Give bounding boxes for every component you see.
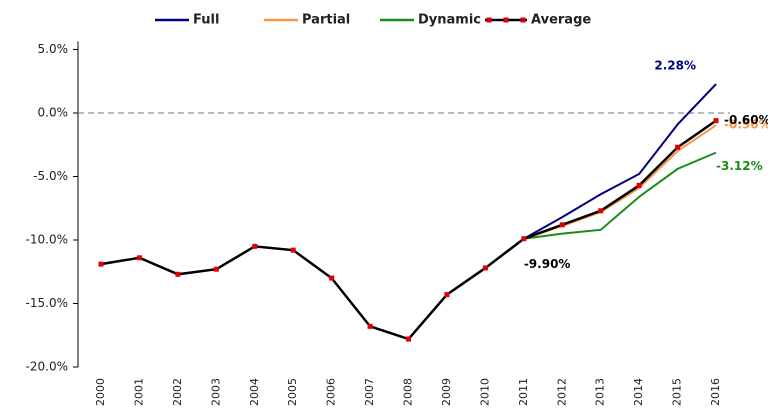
marker (175, 271, 181, 277)
marker (252, 243, 258, 249)
x-tick-label: 2012 (555, 378, 568, 406)
marker (136, 255, 142, 261)
x-tick-label: 2010 (478, 378, 491, 406)
y-tick-label: 0.0% (38, 106, 69, 120)
y-tick-label: -15.0% (26, 296, 68, 310)
x-tick-label: 2009 (440, 378, 453, 406)
marker (598, 208, 604, 214)
x-tick-label: 2003 (209, 378, 222, 406)
x-tick-label: 2006 (325, 378, 338, 406)
marker (444, 292, 450, 298)
y-tick-label: -5.0% (33, 169, 68, 183)
x-tick-label: 2005 (286, 378, 299, 406)
value-label: -0.60% (724, 113, 768, 127)
series-line (523, 83, 717, 240)
marker (329, 275, 335, 281)
value-label: 2.28% (654, 59, 696, 73)
series-line (100, 119, 717, 341)
x-tick-label: 2000 (94, 378, 107, 406)
value-label: -3.12% (716, 159, 763, 173)
legend-label: Partial (302, 13, 350, 28)
marker (482, 265, 488, 271)
y-tick-label: -10.0% (26, 233, 68, 247)
marker (213, 266, 219, 272)
value-label: -9.90% (524, 257, 571, 271)
y-tick-label: 5.0% (38, 42, 69, 56)
series-line (523, 151, 717, 240)
marker (636, 182, 642, 188)
x-tick-label: 2014 (632, 378, 645, 406)
legend-marker (520, 17, 526, 23)
value-label: -0.96% (724, 118, 768, 132)
x-tick-label: 2001 (132, 378, 145, 406)
y-tick-label: -20.0% (26, 360, 68, 374)
x-tick-label: 2013 (594, 378, 607, 406)
marker (98, 261, 104, 267)
marker (675, 144, 681, 150)
legend-marker (503, 17, 509, 23)
marker (559, 222, 565, 228)
x-tick-label: 2004 (248, 378, 261, 406)
x-tick-label: 2008 (402, 378, 415, 406)
marker (521, 236, 527, 242)
marker (406, 336, 412, 342)
marker (713, 118, 719, 124)
x-tick-label: 2016 (709, 378, 722, 406)
legend-label: Dynamic (418, 13, 481, 28)
x-tick-label: 2007 (363, 378, 376, 406)
x-tick-label: 2011 (517, 378, 530, 406)
legend-label: Average (531, 13, 591, 28)
x-tick-label: 2015 (671, 378, 684, 406)
marker (290, 247, 296, 253)
marker (367, 323, 373, 329)
legend-label: Full (193, 13, 219, 28)
legend-marker (486, 17, 492, 23)
x-tick-label: 2002 (171, 378, 184, 406)
